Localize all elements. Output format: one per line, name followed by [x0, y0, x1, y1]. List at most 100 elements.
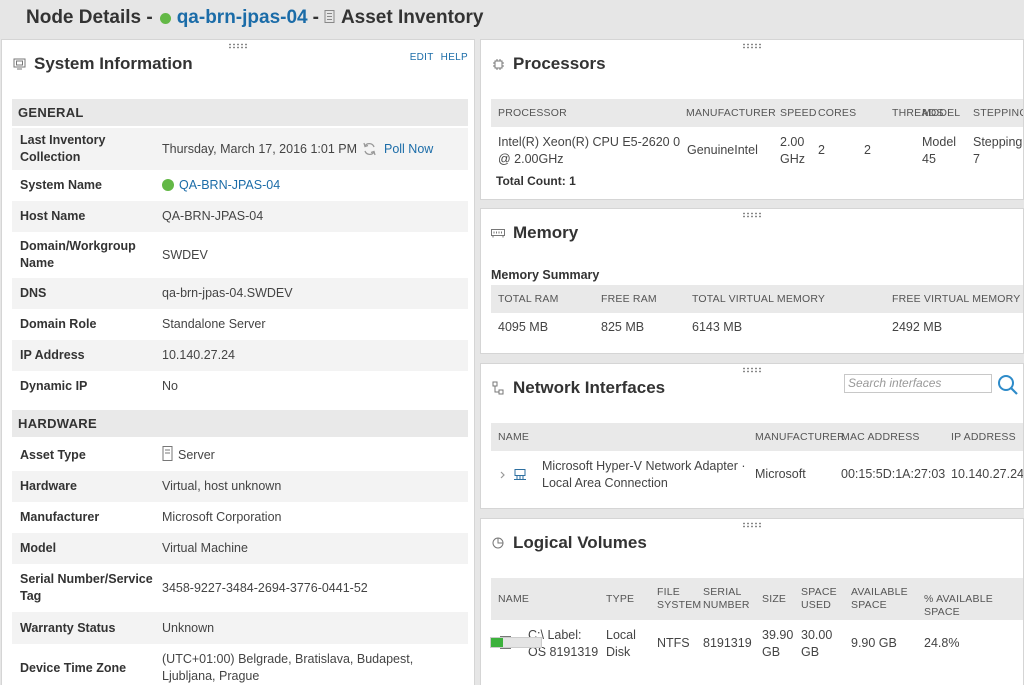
row-value: Server: [160, 446, 468, 464]
row-label: Serial Number/Service Tag: [20, 572, 153, 603]
row-value: Virtual Machine: [162, 541, 248, 555]
column-header-space-used[interactable]: SPACE USED: [801, 586, 837, 611]
poll-now-link[interactable]: Poll Now: [383, 141, 434, 156]
column-header-processor[interactable]: PROCESSOR: [498, 107, 567, 119]
column-header-serial-number[interactable]: SERIAL NUMBER: [703, 586, 750, 611]
ip-address-row: IP Address 10.140.27.24: [12, 340, 468, 371]
pie-chart-icon: [491, 536, 505, 550]
column-header-speed[interactable]: SPEED: [780, 107, 817, 119]
drag-handle[interactable]: [742, 367, 762, 373]
column-header-manufacturer[interactable]: MANUFACTURER: [686, 107, 776, 119]
drag-handle[interactable]: [742, 212, 762, 218]
panel-title: Logical Volumes: [513, 533, 647, 552]
drag-handle[interactable]: [228, 43, 248, 49]
serial-number-row: Serial Number/Service Tag 3458-9227-3484…: [12, 564, 468, 612]
available-space-progress-bar: [490, 637, 542, 648]
network-manufacturer: Microsoft: [755, 467, 806, 481]
volume-pct-available: 24.8%: [924, 636, 960, 650]
network-table-header: NAME MANUFACTURER MAC ADDRESS IP ADDRESS: [491, 423, 1023, 451]
network-adapter-icon: [514, 469, 526, 480]
processors-table-header: PROCESSOR MANUFACTURER SPEED CORES THREA…: [491, 99, 1023, 127]
column-header-available-space[interactable]: AVAILABLE SPACE: [851, 586, 908, 611]
row-label: Domain Role: [20, 317, 97, 331]
drag-handle[interactable]: [742, 522, 762, 528]
hardware-section-header: HARDWARE: [12, 410, 468, 437]
status-up-icon: [162, 179, 174, 191]
row-label: IP Address: [20, 348, 85, 362]
manufacturer-row: Manufacturer Microsoft Corporation: [12, 502, 468, 533]
domain-role-row: Domain Role Standalone Server: [12, 309, 468, 340]
processor-manufacturer: GenuineIntel: [687, 143, 758, 157]
row-value: Virtual, host unknown: [162, 479, 282, 493]
last-inventory-row: Last Inventory Collection Thursday, Marc…: [12, 128, 468, 170]
column-header-manufacturer[interactable]: MANUFACTURER: [755, 431, 845, 443]
row-label: Hardware: [20, 479, 77, 493]
system-information-panel: System Information EDIT HELP GENERAL Last…: [1, 39, 475, 685]
row-value: qa-brn-jpas-04.SWDEV: [162, 286, 293, 300]
memory-icon: [491, 226, 505, 240]
column-header-name[interactable]: NAME: [498, 593, 530, 605]
expand-chevron-icon[interactable]: [500, 471, 506, 479]
time-zone-row: Device Time Zone (UTC+01:00) Belgrade, B…: [12, 644, 468, 685]
network-ip-address: 10.140.27.24: [951, 467, 1024, 481]
search-interfaces-input[interactable]: Search interfaces: [844, 374, 992, 393]
column-header-model[interactable]: MODEL: [922, 107, 961, 119]
volume-file-system: NTFS: [657, 636, 690, 650]
column-header-mac-address[interactable]: MAC ADDRESS: [841, 431, 920, 443]
row-label: Asset Type: [20, 447, 86, 462]
column-header-name[interactable]: NAME: [498, 431, 530, 443]
column-header-cores[interactable]: CORES: [818, 107, 857, 119]
row-label: Domain/Workgroup Name: [20, 239, 136, 270]
general-section-header: GENERAL: [12, 99, 468, 126]
asset-inventory-icon: [324, 9, 335, 23]
row-label: Device Time Zone: [20, 660, 127, 675]
row-label: System Name: [20, 178, 102, 192]
volumes-table-header: NAME TYPE FILE SYSTEM SERIAL NUMBER SIZE…: [491, 578, 1023, 620]
available-space-progress-fill: [491, 638, 504, 647]
row-value: Thursday, March 17, 2016 1:01 PM Poll No…: [160, 141, 468, 158]
help-link[interactable]: HELP: [440, 52, 468, 63]
row-value: Standalone Server: [162, 317, 266, 331]
refresh-icon[interactable]: [362, 142, 377, 156]
memory-panel: Memory Memory Summary TOTAL RAM FREE RAM…: [480, 208, 1024, 354]
panel-title: Processors: [513, 54, 606, 73]
column-header-total-ram: TOTAL RAM: [498, 293, 559, 305]
logical-volumes-panel: Logical Volumes NAME TYPE FILE SYSTEM SE…: [480, 518, 1024, 685]
title-separator: -: [312, 7, 319, 28]
row-value: (UTC+01:00) Belgrade, Bratislava, Budape…: [162, 652, 414, 683]
search-icon[interactable]: [997, 374, 1019, 396]
edit-link[interactable]: EDIT: [409, 52, 434, 63]
row-value: SWDEV: [162, 247, 208, 262]
free-ram-value: 825 MB: [601, 320, 645, 334]
page-title: Asset Inventory: [340, 7, 484, 28]
panel-header: Logical Volumes: [491, 533, 647, 553]
processor-name: Intel(R) Xeon(R) CPU E5-2620 0 @ 2.00GHz: [498, 135, 681, 166]
column-header-free-virtual: FREE VIRTUAL MEMORY: [892, 293, 1021, 305]
column-header-pct-available[interactable]: % AVAILABLE SPACE: [924, 593, 993, 618]
column-header-file-system[interactable]: FILE SYSTEM: [657, 586, 702, 611]
row-value: Microsoft Corporation: [162, 510, 282, 524]
column-header-stepping[interactable]: STEPPING: [973, 107, 1024, 119]
drag-handle[interactable]: [742, 43, 762, 49]
node-name-link[interactable]: qa-brn-jpas-04: [176, 7, 308, 28]
network-icon: [491, 381, 505, 395]
row-value: 10.140.27.24: [162, 348, 235, 362]
panel-title: System Information: [34, 54, 193, 73]
column-header-type[interactable]: TYPE: [606, 593, 635, 605]
row-label: Warranty Status: [20, 620, 116, 635]
total-virtual-value: 6143 MB: [692, 320, 743, 334]
column-header-ip-address[interactable]: IP ADDRESS: [951, 431, 1016, 443]
domain-row: Domain/Workgroup Name SWDEV: [12, 232, 468, 278]
column-header-threads[interactable]: THREADS: [892, 107, 944, 119]
total-ram-value: 4095 MB: [498, 320, 549, 334]
cpu-icon: [491, 57, 505, 71]
row-label: Manufacturer: [20, 510, 100, 524]
system-name-link[interactable]: QA-BRN-JPAS-04: [179, 178, 281, 192]
network-interface-link[interactable]: Microsoft Hyper-V Network Adapter · Loca…: [542, 459, 746, 490]
free-virtual-value: 2492 MB: [892, 320, 943, 334]
column-header-size[interactable]: SIZE: [762, 593, 787, 605]
panel-title: Memory: [513, 223, 579, 242]
last-inventory-value: Thursday, March 17, 2016 1:01 PM: [162, 141, 358, 156]
row-label: DNS: [20, 286, 47, 300]
column-header-free-ram: FREE RAM: [601, 293, 657, 305]
